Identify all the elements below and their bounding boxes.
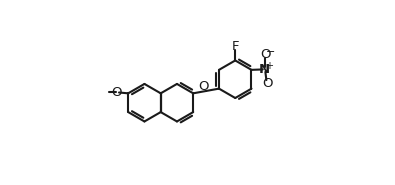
Text: −: − xyxy=(265,47,275,57)
Text: O: O xyxy=(199,80,209,93)
Text: O: O xyxy=(262,77,272,90)
Text: +: + xyxy=(265,61,273,71)
Text: O: O xyxy=(260,48,271,61)
Text: N: N xyxy=(259,63,270,76)
Text: O: O xyxy=(111,86,122,99)
Text: F: F xyxy=(231,40,239,53)
